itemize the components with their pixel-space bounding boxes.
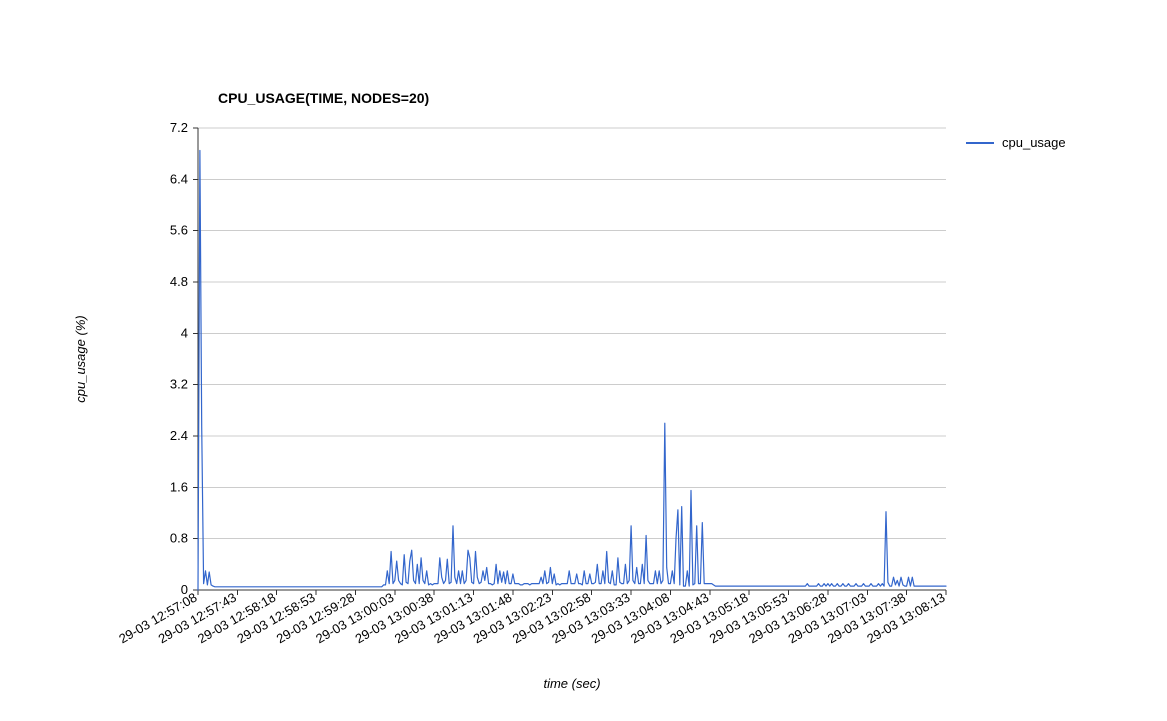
- chart-container: 00.81.62.43.244.85.66.47.229-03 12:57:08…: [0, 0, 1167, 721]
- y-tick-label: 3.2: [170, 377, 188, 392]
- x-axis-label: time (sec): [543, 676, 600, 691]
- y-tick-label: 0.8: [170, 531, 188, 546]
- y-axis-label: cpu_usage (%): [73, 315, 88, 402]
- y-tick-label: 4: [181, 325, 188, 340]
- y-tick-label: 1.6: [170, 479, 188, 494]
- series-line-cpu-usage: [198, 151, 946, 591]
- y-tick-label: 5.6: [170, 223, 188, 238]
- y-tick-label: 7.2: [170, 120, 188, 135]
- y-tick-label: 6.4: [170, 171, 188, 186]
- legend-label: cpu_usage: [1002, 135, 1066, 150]
- y-tick-label: 4.8: [170, 274, 188, 289]
- y-tick-label: 2.4: [170, 428, 188, 443]
- cpu-usage-chart: 00.81.62.43.244.85.66.47.229-03 12:57:08…: [0, 0, 1167, 721]
- chart-title: CPU_USAGE(TIME, NODES=20): [218, 90, 429, 106]
